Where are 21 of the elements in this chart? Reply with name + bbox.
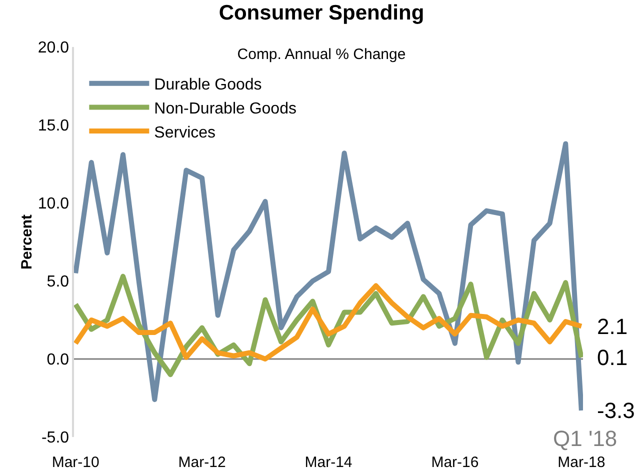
legend-label: Services <box>154 124 216 142</box>
chart-subtitle: Comp. Annual % Change <box>237 46 406 63</box>
legend-label: Non-Durable Goods <box>154 100 296 118</box>
data-label: 2.1 <box>597 314 628 339</box>
chart-title: Consumer Spending <box>218 1 424 24</box>
y-axis-title: Percent <box>18 214 36 270</box>
y-tick-label: 10.0 <box>38 196 70 213</box>
x-tick-label: Mar-16 <box>431 454 479 471</box>
annotation: Q1 '18 <box>553 426 618 451</box>
x-tick-label: Mar-12 <box>178 454 226 471</box>
data-label: 0.1 <box>597 345 628 370</box>
x-tick-label: Mar-18 <box>558 454 606 471</box>
y-tick-label: -5.0 <box>41 430 70 447</box>
y-tick-label: 15.0 <box>38 118 70 135</box>
data-label: -3.3 <box>597 398 635 423</box>
legend-label: Durable Goods <box>154 76 262 94</box>
y-tick-label: 0.0 <box>46 352 70 369</box>
x-tick-label: Mar-10 <box>52 454 100 471</box>
y-tick-label: 5.0 <box>46 274 70 291</box>
y-tick-label: 20.0 <box>38 40 70 57</box>
x-tick-label: Mar-14 <box>304 454 352 471</box>
